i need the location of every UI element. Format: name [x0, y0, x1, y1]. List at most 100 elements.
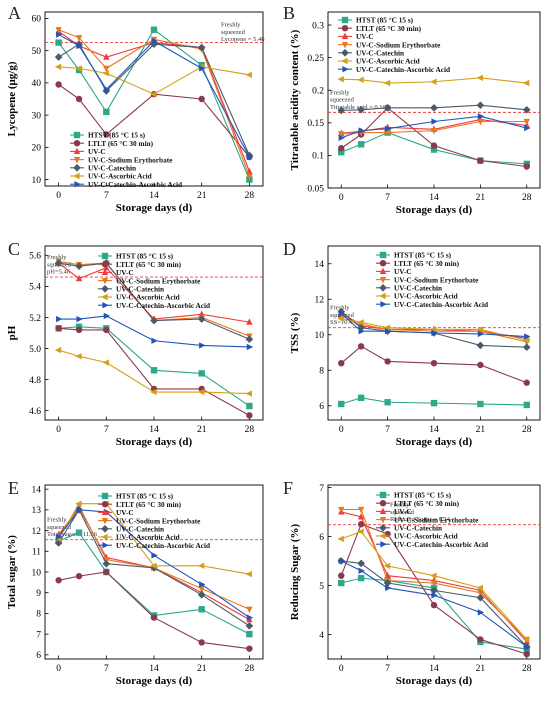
data-point [75, 65, 82, 72]
series-uv-c-ascorbic-acid [54, 346, 252, 397]
data-point [358, 567, 365, 574]
x-tick-label: 7 [104, 664, 109, 674]
series-uv-c-catechin [337, 101, 531, 115]
data-point [246, 412, 253, 419]
x-tick-label: 28 [522, 193, 532, 203]
legend-marker [73, 147, 81, 154]
data-point [338, 579, 345, 587]
x-tick-label: 21 [476, 425, 486, 435]
y-tick-label: 60 [32, 15, 42, 25]
legend-marker [380, 541, 387, 548]
data-point [477, 609, 485, 616]
legend-entry: LTLT (65 °C 30 min) [394, 499, 460, 508]
x-tick-label: 0 [56, 191, 61, 201]
data-point [477, 113, 485, 120]
data-point [55, 325, 62, 332]
y-tick-label: 5.6 [29, 252, 41, 262]
data-point [430, 146, 438, 153]
data-point [430, 78, 437, 85]
series-htst-85-c-15-s [55, 323, 253, 410]
legend-entry: HTST (85 °C 15 s) [394, 251, 452, 260]
data-point [476, 74, 483, 82]
x-tick-label: 14 [429, 193, 439, 203]
data-point [338, 359, 345, 367]
series-line [340, 107, 527, 168]
data-point [430, 142, 438, 149]
x-axis-label: Storage days (d) [396, 675, 473, 687]
data-point [245, 570, 252, 578]
data-point [246, 402, 253, 410]
data-point [75, 95, 83, 103]
data-point [75, 326, 83, 334]
data-point [357, 141, 365, 148]
data-point [338, 134, 346, 142]
series-line [58, 84, 250, 158]
data-point [477, 361, 484, 369]
legend-marker [102, 542, 109, 549]
chart-panel-c: C 0 7 14 21 28 4.6 4.8 5.0 5.2 5.4 5.6 Storage days … [6, 239, 264, 448]
data-point [430, 580, 438, 587]
data-point [103, 326, 110, 334]
data-point [337, 106, 346, 115]
y-tick-label: 5.2 [29, 314, 41, 324]
data-point [523, 379, 530, 386]
x-tick-label: 21 [476, 193, 486, 203]
series-line [340, 314, 527, 339]
y-tick-label: 6 [319, 533, 324, 543]
legend: HTST (85 °C 15 s)LTLT (65 °C 30 min)UV-C… [98, 252, 210, 310]
series-uv-c-catechin-ascorbic-acid [338, 310, 531, 340]
legend-marker [101, 261, 109, 268]
reference-annotation: pH=5.46 [47, 268, 71, 275]
data-point [357, 105, 365, 114]
reference-annotation: squeezed [390, 509, 415, 516]
data-point [150, 367, 158, 374]
data-point [430, 104, 438, 112]
data-point [150, 26, 158, 33]
data-point [199, 581, 206, 588]
data-point [198, 585, 205, 593]
legend-entry: UV-C-Sodium Erythorbate [356, 40, 441, 49]
data-point [431, 329, 438, 337]
data-point [75, 572, 83, 580]
y-tick-label: 0.1 [312, 152, 324, 162]
y-tick-label: 14 [315, 260, 325, 270]
y-tick-label: 8 [319, 367, 324, 377]
legend-entry: UV-C-Catechin [116, 285, 164, 294]
reference-annotation: squeezed [221, 29, 246, 36]
x-tick-label: 14 [429, 425, 439, 435]
series-uv-c-catechin [337, 557, 531, 651]
panel-label: E [8, 478, 19, 498]
y-axis-label: Titratable acidity content (%) [289, 29, 301, 170]
data-point [102, 359, 109, 366]
y-tick-label: 4.6 [29, 407, 41, 417]
series-line [341, 560, 528, 648]
y-tick-label: 40 [32, 79, 42, 89]
data-point [357, 513, 365, 520]
legend-entry: UV-C-Catechin [88, 164, 136, 173]
series-uv-c-sodium-erythorbate [338, 118, 530, 138]
series-uv-c-ascorbic-acid [337, 74, 530, 87]
legend-marker [341, 16, 349, 24]
y-tick-label: 8 [36, 610, 41, 620]
legend-marker [101, 268, 109, 275]
series-line [58, 531, 250, 635]
data-point [76, 315, 83, 323]
data-point [103, 263, 110, 271]
series-line [58, 506, 250, 621]
data-point [357, 559, 365, 568]
data-point [103, 65, 110, 73]
x-tick-label: 7 [385, 193, 390, 203]
reference-annotation: Freshly [330, 305, 350, 312]
data-point [476, 341, 485, 350]
data-point [245, 71, 252, 79]
data-point [197, 315, 206, 323]
reference-annotation: Freshly [47, 254, 67, 261]
x-tick-label: 14 [149, 664, 159, 674]
x-tick-label: 28 [522, 425, 532, 435]
legend-entry: UV-C [88, 147, 106, 156]
series-line [58, 43, 250, 156]
data-point [430, 326, 437, 333]
data-point [431, 118, 438, 125]
y-tick-label: 12 [315, 296, 325, 306]
y-tick-label: 12 [32, 527, 42, 537]
